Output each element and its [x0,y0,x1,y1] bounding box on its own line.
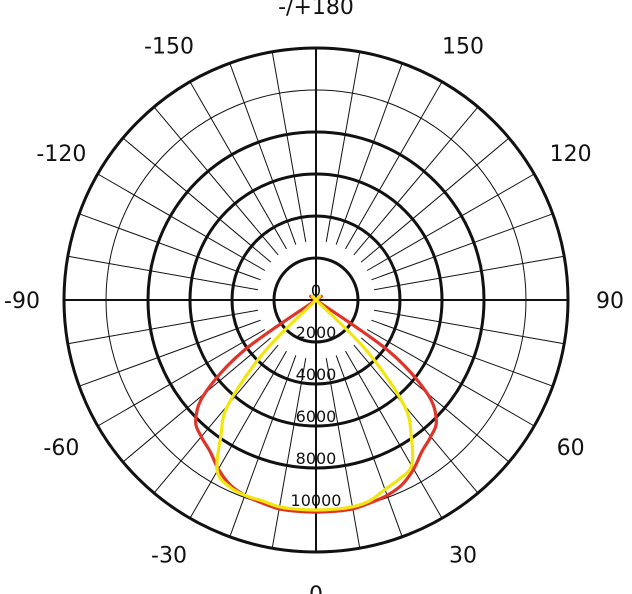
radial-tick-label: 0 [311,281,321,300]
spoke-line [335,355,403,537]
spoke-line [366,329,535,427]
ring-4000 [230,214,402,386]
ring-8000 [146,130,486,470]
spoke-line [325,358,361,549]
spoke-line [153,106,279,256]
radial-tick-label: 6000 [296,407,337,426]
spoke-line [189,81,287,250]
angle-label: -150 [144,34,194,59]
spoke-line [325,51,361,242]
radial-tick-label: 4000 [296,365,337,384]
angle-label: 60 [557,436,585,461]
spoke-line [366,173,535,271]
radial-tick-label: 8000 [296,449,337,468]
spoke-line [271,51,307,242]
spoke-line [374,255,565,291]
spoke-line [353,106,479,256]
spoke-line [153,344,279,494]
spoke-line [189,350,287,519]
ring-6000 [188,172,444,428]
spoke-line [67,255,258,291]
spoke-line [79,319,261,387]
polar-grid [62,46,570,554]
ring-12000 [62,46,570,554]
angle-label: 0 [309,583,323,594]
radial-tick-label: 2000 [296,323,337,342]
series-curve-2 [215,294,415,512]
angle-label: -120 [36,142,86,167]
spoke-line [67,309,258,345]
angle-label: 120 [550,142,592,167]
angle-label: -60 [43,436,79,461]
angle-label: -90 [4,289,40,314]
angle-label: 30 [449,544,477,569]
light-distribution-curves [194,294,438,514]
spoke-line [122,137,272,263]
spoke-line [271,358,307,549]
spoke-line [371,213,553,281]
angle-label: -/+180 [278,0,354,20]
spoke-line [335,63,403,245]
spoke-line [371,319,553,387]
spoke-line [79,213,261,281]
spoke-line [345,81,443,250]
ring-2000 [272,256,360,344]
spoke-line [360,137,510,263]
spoke-line [345,350,443,519]
radial-tick-label: 10000 [291,491,342,510]
spoke-line [360,337,510,463]
spoke-line [122,337,272,463]
spoke-line [97,329,266,427]
spoke-line [229,63,297,245]
chart-labels: 0 2000 4000 6000 8000 10000 -/+180 150 120 90 60 30… [4,0,624,594]
angle-label: 90 [596,289,624,314]
angle-label: 150 [442,34,484,59]
spoke-line [374,309,565,345]
spoke-line [353,344,479,494]
series-curve-1 [194,294,438,514]
spoke-line [229,355,297,537]
spoke-line [97,173,266,271]
angle-label: -30 [151,544,187,569]
